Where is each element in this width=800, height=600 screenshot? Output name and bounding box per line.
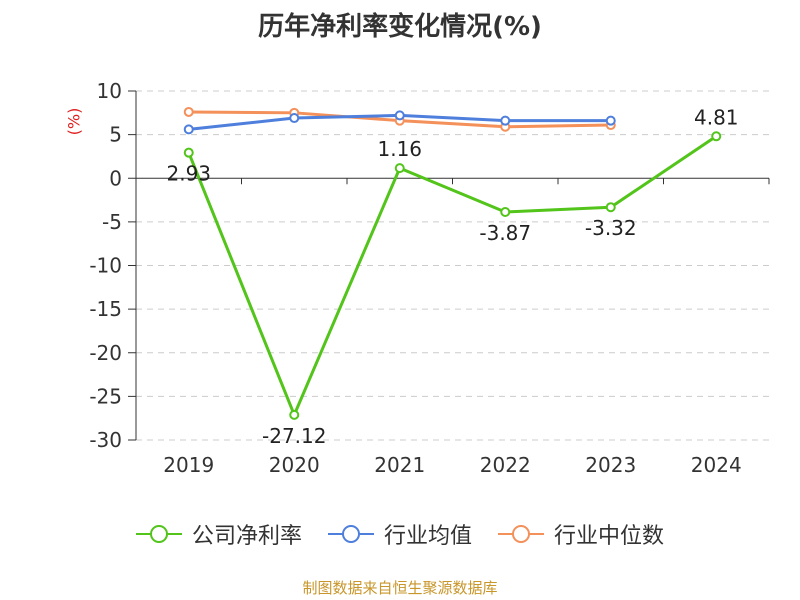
y-tick-label: -25 (89, 384, 122, 408)
legend-item-company[interactable]: 公司净利率 (135, 518, 302, 550)
legend-item-industry-mean[interactable]: 行业均值 (327, 518, 472, 550)
data-point-1 (605, 115, 616, 126)
x-tick-label: 2022 (480, 453, 531, 477)
x-tick-label: 2019 (163, 453, 214, 477)
y-tick-label: 5 (109, 123, 122, 147)
y-tick-label: 10 (97, 79, 122, 103)
y-tick-label: -10 (89, 254, 122, 278)
data-source-note: 制图数据来自恒生聚源数据库 (302, 579, 498, 597)
legend-label-industry-median: 行业中位数 (554, 524, 665, 549)
legend-label-industry-mean: 行业均值 (383, 524, 472, 549)
data-point-0 (605, 202, 616, 213)
legend-marker-industry-median (498, 525, 544, 543)
legend-label-company: 公司净利率 (191, 524, 302, 549)
series-line-0 (187, 135, 718, 417)
x-tick-label: 2024 (691, 453, 742, 477)
data-point-0 (394, 163, 405, 174)
data-point-0 (289, 409, 300, 420)
y-tick-label: -5 (102, 210, 122, 234)
y-tick-label: 0 (109, 166, 122, 190)
data-label: -3.32 (585, 216, 637, 240)
data-point-1 (500, 115, 511, 126)
data-point-1 (289, 113, 300, 124)
y-tick-label: -15 (89, 297, 122, 321)
legend-item-industry-median[interactable]: 行业中位数 (498, 518, 664, 550)
data-point-0 (500, 207, 511, 218)
data-point-0 (183, 147, 194, 158)
y-tick-label: -30 (89, 428, 122, 452)
data-label: 4.81 (694, 105, 739, 129)
data-point-1 (394, 110, 405, 121)
data-point-0 (711, 131, 722, 142)
data-label: 2.93 (166, 162, 211, 186)
y-tick-label: -20 (89, 341, 122, 365)
chart-title: 历年净利率变化情况(%) (258, 12, 542, 42)
data-point-1 (183, 124, 194, 135)
legend-marker-industry-mean (327, 525, 374, 543)
data-point-2 (183, 106, 194, 117)
x-tick-label: 2023 (585, 453, 636, 477)
x-tick-label: 2021 (374, 453, 425, 477)
x-tick-label: 2020 (269, 453, 320, 477)
data-label: 1.16 (377, 137, 422, 161)
data-label: -3.87 (479, 221, 531, 245)
legend-marker-company (135, 525, 182, 543)
legend: 公司净利率 行业均值 行业中位数 (0, 518, 800, 550)
data-label: -27.12 (262, 424, 326, 448)
